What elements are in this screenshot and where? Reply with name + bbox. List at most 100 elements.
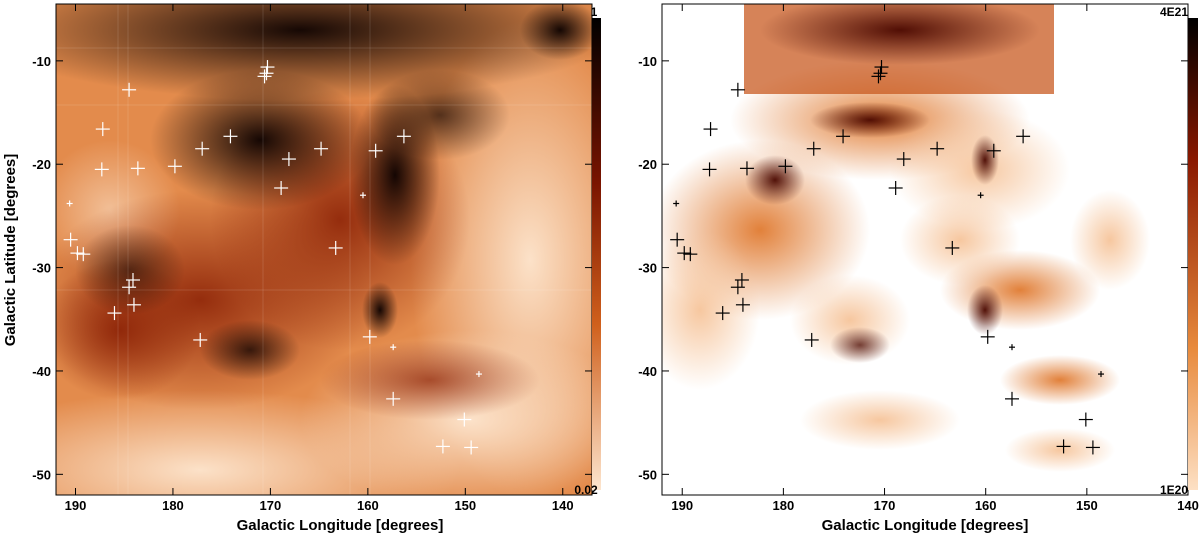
right-source-marker <box>1008 344 1015 351</box>
right-source-marker <box>1016 129 1031 144</box>
right-source-marker <box>683 247 698 262</box>
right-source-marker <box>871 69 886 84</box>
left-source-marker <box>464 440 479 455</box>
left-source-marker <box>193 332 208 347</box>
right-map-panel: 190 180 170 160 150 140 -10 -20 -30 -40 -50 Galact… <box>638 3 1199 534</box>
right-source-marker <box>986 143 1001 158</box>
left-y-tick-label: -50 <box>32 467 51 482</box>
left-source-marker <box>122 280 137 295</box>
left-source-marker <box>223 129 238 144</box>
left-source-marker <box>107 306 122 321</box>
right-source-marker <box>739 161 754 176</box>
left-x-tick-label: 170 <box>260 498 282 513</box>
right-colorbar-min-label: 1E20 <box>1160 483 1188 497</box>
right-source-marker <box>702 162 717 177</box>
right-x-axis-title: Galactic Longitude [degrees] <box>822 517 1029 534</box>
left-x-axis-title: Galactic Longitude [degrees] <box>237 517 444 534</box>
left-source-marker <box>260 60 275 75</box>
right-source-marker <box>980 329 995 344</box>
left-source-marker <box>328 240 343 255</box>
left-source-marker <box>195 141 210 156</box>
right-source-marker <box>715 306 730 321</box>
right-source-marker <box>945 240 960 255</box>
left-source-marker <box>125 272 140 287</box>
left-source-marker <box>274 180 289 195</box>
left-axis-ticks: 190 180 170 160 150 140 -10 -20 -30 -40 -50 <box>32 4 592 513</box>
left-source-marker <box>396 129 411 144</box>
right-source-marker <box>734 272 749 287</box>
right-source-markers <box>670 60 1105 455</box>
left-source-marker <box>167 159 182 174</box>
left-source-marker <box>314 141 329 156</box>
right-source-marker <box>888 180 903 195</box>
right-source-marker <box>804 332 819 347</box>
left-y-axis-title: Galactic Latitude [degrees] <box>2 154 19 347</box>
left-source-marker <box>475 371 482 378</box>
left-x-tick-label: 150 <box>454 498 476 513</box>
right-source-marker <box>1098 371 1105 378</box>
left-source-marker <box>386 391 401 406</box>
left-source-marker <box>126 297 141 312</box>
left-colorbar-max-label: 1 <box>591 5 598 19</box>
left-source-marker <box>368 143 383 158</box>
left-source-markers <box>63 60 482 455</box>
right-x-tick-label: 180 <box>773 498 795 513</box>
right-density-map-image <box>662 4 1188 495</box>
left-source-marker <box>435 439 450 454</box>
right-x-tick-label: 160 <box>975 498 997 513</box>
left-x-tick-label: 140 <box>552 498 574 513</box>
right-source-marker <box>735 297 750 312</box>
right-source-marker <box>1056 439 1071 454</box>
right-x-tick-label: 190 <box>671 498 693 513</box>
right-x-tick-label: 170 <box>874 498 896 513</box>
left-colorbar-min-label: 0.02 <box>574 483 598 497</box>
left-x-tick-label: 180 <box>162 498 184 513</box>
right-source-marker <box>977 192 984 199</box>
right-y-tick-label: -20 <box>638 157 657 172</box>
right-source-marker <box>930 141 945 156</box>
right-source-marker <box>778 159 793 174</box>
left-y-tick-label: -30 <box>32 261 51 276</box>
left-source-marker <box>66 200 73 207</box>
right-y-tick-label: -10 <box>638 54 657 69</box>
left-source-marker <box>259 66 274 81</box>
left-source-marker <box>457 412 472 427</box>
right-source-marker <box>896 152 911 167</box>
left-source-marker <box>257 69 272 84</box>
right-source-marker <box>806 141 821 156</box>
left-x-tick-label: 190 <box>65 498 87 513</box>
right-source-marker <box>677 246 692 261</box>
left-source-marker <box>63 232 78 247</box>
left-source-marker <box>359 192 366 199</box>
left-source-marker <box>362 329 377 344</box>
right-source-marker <box>703 122 718 137</box>
left-map-panel: 190 180 170 160 150 140 -10 -20 -30 -40 -50 Galact… <box>2 3 601 534</box>
right-y-tick-label: -30 <box>638 261 657 276</box>
right-source-marker <box>670 232 685 247</box>
right-source-marker <box>836 129 851 144</box>
left-source-marker <box>95 122 110 137</box>
left-dust-map-image <box>56 4 592 495</box>
right-axis-ticks: 190 180 170 160 150 140 -10 -20 -30 -40 -50 <box>638 4 1199 513</box>
right-colorbar-max-label: 4E21 <box>1160 5 1188 19</box>
right-source-marker <box>730 82 745 97</box>
right-source-marker <box>873 66 888 81</box>
left-source-marker <box>390 344 397 351</box>
right-colorbar <box>1188 18 1198 490</box>
right-source-marker <box>673 200 680 207</box>
left-source-marker <box>70 246 85 261</box>
right-source-marker <box>730 280 745 295</box>
right-source-marker <box>1004 391 1019 406</box>
left-source-marker <box>76 247 91 262</box>
right-source-marker <box>1085 440 1100 455</box>
left-source-marker <box>94 162 109 177</box>
left-x-tick-label: 160 <box>357 498 379 513</box>
right-y-tick-label: -50 <box>638 467 657 482</box>
left-y-tick-label: -10 <box>32 54 51 69</box>
right-source-marker <box>874 60 889 75</box>
right-source-marker <box>1078 412 1093 427</box>
right-x-tick-label: 150 <box>1076 498 1098 513</box>
left-source-marker <box>130 161 145 176</box>
right-x-tick-label: 140 <box>1177 498 1199 513</box>
